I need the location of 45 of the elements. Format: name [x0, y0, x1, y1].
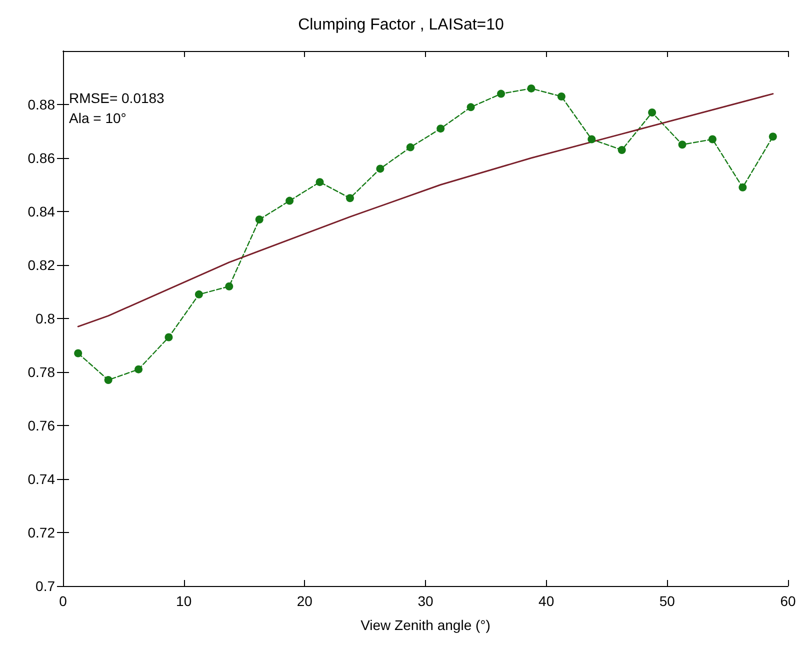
y-tick-label: 0.74 — [28, 471, 56, 487]
point — [466, 103, 475, 112]
y-tick-label: 0.7 — [36, 578, 56, 594]
point — [346, 194, 354, 202]
point — [104, 376, 112, 384]
point — [618, 146, 626, 154]
point — [557, 92, 566, 100]
point — [134, 365, 143, 374]
point — [708, 135, 716, 144]
y-tick-label: 0.82 — [28, 257, 56, 273]
y-tick-label: 0.86 — [28, 150, 56, 166]
x-tick-label: 40 — [538, 593, 554, 609]
y-tick-label: 0.76 — [28, 418, 56, 434]
x-axis-title: View Zenith angle (°) — [360, 617, 490, 633]
x-tick-label: 50 — [659, 593, 676, 609]
point — [74, 349, 82, 358]
x-tick-label: 30 — [418, 593, 434, 609]
point — [164, 333, 173, 342]
y-tick-label: 0.78 — [28, 364, 56, 380]
x-tick-label: 10 — [176, 593, 192, 609]
point — [436, 124, 445, 133]
x-tick-label: 0 — [59, 593, 68, 609]
chart-title: Clumping Factor , LAISat=10 — [298, 16, 504, 34]
point — [497, 90, 506, 98]
point — [194, 290, 203, 298]
x-tick-label: 60 — [780, 593, 796, 609]
annotation: Ala = 10° — [69, 110, 126, 126]
point — [286, 196, 294, 205]
point — [527, 84, 536, 92]
point — [738, 183, 747, 192]
point — [678, 140, 686, 149]
point — [316, 178, 324, 186]
point — [376, 164, 384, 173]
annotation: RMSE= 0.0183 — [69, 90, 165, 106]
point — [588, 135, 596, 144]
x-tick-label: 20 — [296, 593, 313, 609]
y-tick-label: 0.88 — [28, 96, 56, 112]
point — [406, 143, 414, 152]
y-tick-label: 0.72 — [28, 524, 56, 540]
y-tick-label: 0.84 — [28, 204, 56, 220]
point — [255, 216, 264, 224]
point — [648, 108, 656, 117]
point — [768, 132, 777, 141]
y-tick-label: 0.8 — [36, 310, 56, 326]
point — [225, 282, 234, 290]
